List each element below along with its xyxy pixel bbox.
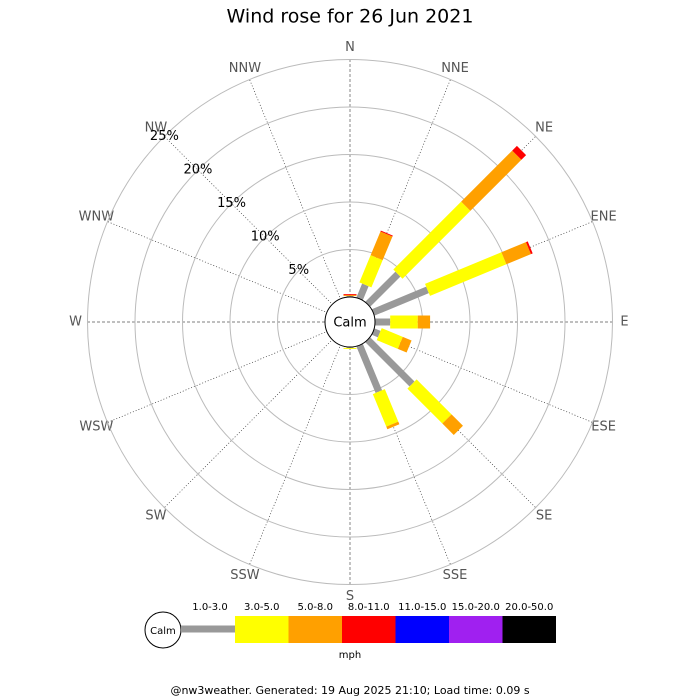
legend-label: 3.0-5.0 — [244, 602, 279, 613]
spoke — [107, 221, 351, 323]
rose-segment — [442, 414, 463, 435]
r-tick-label: 25% — [150, 129, 179, 144]
legend-label: 15.0-20.0 — [452, 602, 500, 613]
rose-segment — [371, 328, 381, 338]
footer: @nw3weather. Generated: 19 Aug 2025 21:1… — [170, 684, 529, 697]
grid-ring — [182, 154, 518, 490]
rose-segment — [372, 389, 399, 427]
direction-label: WSW — [79, 420, 113, 435]
r-tick-label: 10% — [251, 230, 280, 245]
legend-swatch — [288, 616, 342, 643]
rose-segment — [370, 231, 393, 261]
legend-swatch — [235, 616, 289, 643]
legend-calm-label: Calm — [150, 626, 176, 637]
calm-label: Calm — [333, 316, 366, 331]
rose-segment — [365, 271, 401, 307]
direction-label: NNE — [441, 61, 469, 76]
legend-label: 1.0-3.0 — [192, 602, 227, 613]
direction-label: S — [346, 589, 354, 604]
direction-label: E — [620, 315, 628, 330]
rose-segment — [356, 283, 369, 301]
r-tick-label: 20% — [184, 162, 213, 177]
direction-label: NE — [535, 120, 553, 135]
direction-label: SW — [145, 509, 166, 524]
spoke — [249, 79, 351, 323]
legend-swatch — [449, 616, 503, 643]
direction-label: SE — [536, 509, 552, 524]
grid-ring — [134, 106, 566, 538]
rose-segment — [365, 337, 415, 387]
r-tick-label: 15% — [217, 196, 246, 211]
direction-label: SSE — [443, 568, 468, 583]
rose-segment — [376, 328, 403, 349]
grid-ring — [229, 201, 471, 443]
spoke — [107, 321, 351, 423]
r-tick-label: 5% — [288, 263, 309, 278]
rose-segment — [393, 201, 471, 279]
rose-segment — [512, 145, 527, 160]
rose-segment — [407, 379, 452, 424]
chart-title: Wind rose for 26 Jun 2021 — [227, 6, 474, 28]
legend-label: 8.0-11.0 — [348, 602, 390, 613]
direction-label: N — [345, 40, 355, 55]
legend-label: 20.0-50.0 — [505, 602, 553, 613]
rose-segment — [371, 286, 429, 316]
rose-segment — [356, 343, 383, 393]
legend-label: 11.0-15.0 — [398, 602, 446, 613]
rose-segment — [397, 336, 412, 353]
direction-label: SSW — [230, 568, 260, 583]
rose-segment — [525, 241, 533, 255]
legend-label: 5.0-8.0 — [298, 602, 333, 613]
direction-label: NNW — [229, 61, 261, 76]
legend-swatch — [502, 616, 556, 643]
rose-segment — [501, 242, 531, 265]
direction-label: ESE — [591, 420, 616, 435]
legend-units: mph — [339, 650, 361, 661]
spoke — [249, 321, 351, 565]
rose-segment — [425, 252, 507, 296]
direction-label: WNW — [79, 209, 115, 224]
direction-label: ENE — [591, 209, 617, 224]
legend-swatch — [342, 616, 396, 643]
legend-swatch — [395, 616, 449, 643]
spoke — [164, 321, 351, 508]
rose-segment — [461, 150, 522, 211]
rose-segment — [386, 421, 400, 430]
calm-circle — [324, 296, 376, 348]
direction-label: NW — [145, 120, 168, 135]
rose-segment — [359, 255, 383, 288]
direction-label: W — [69, 315, 82, 330]
grid-ring — [87, 59, 613, 585]
